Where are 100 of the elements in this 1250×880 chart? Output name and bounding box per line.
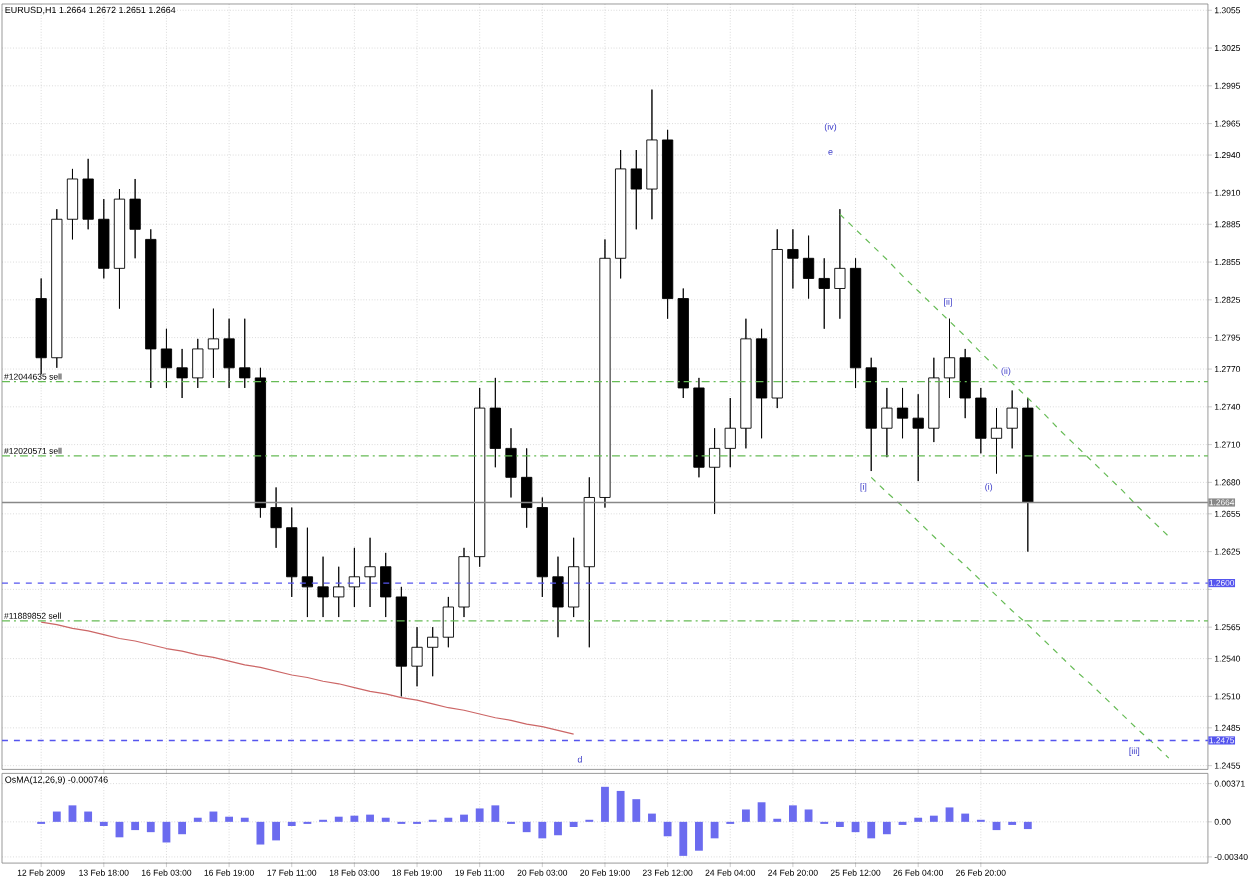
candlestick: [599, 239, 611, 509]
bar: [679, 822, 688, 857]
bar: [334, 817, 343, 823]
bar: [84, 812, 93, 823]
candlestick: [975, 387, 987, 455]
candlestick: [521, 448, 533, 529]
bar: [131, 822, 140, 831]
bar: [742, 809, 750, 823]
candlestick: [474, 387, 486, 568]
candlestick: [912, 394, 924, 483]
candlestick: [708, 428, 721, 515]
candlestick: [818, 258, 830, 330]
bar: [1023, 822, 1032, 830]
candlestick: [129, 178, 141, 260]
bar: [52, 812, 61, 823]
candlestick: [270, 487, 282, 549]
bar: [788, 805, 797, 823]
candlestick: [160, 328, 173, 389]
bar: [554, 822, 562, 836]
bar: [225, 817, 234, 823]
candlestick: [411, 627, 423, 688]
candlestick: [802, 235, 815, 300]
candlestick: [1006, 390, 1018, 450]
candlestick: [990, 408, 1003, 475]
bar: [929, 816, 938, 823]
candlestick: [427, 627, 439, 678]
candlestick: [677, 288, 689, 399]
candlestick: [364, 537, 376, 608]
candlestick: [834, 209, 846, 320]
candlestick: [145, 229, 157, 389]
candlestick: [333, 566, 345, 618]
candlestick: [348, 547, 360, 608]
bar: [867, 822, 876, 839]
bar: [757, 802, 766, 823]
bar: [804, 809, 813, 823]
candlestick: [489, 377, 501, 469]
candlestick: [207, 308, 220, 379]
candlestick: [630, 150, 642, 231]
candlestick: [583, 477, 595, 649]
bar: [178, 822, 187, 835]
candlestick: [536, 497, 548, 598]
candlestick: [646, 89, 658, 221]
bar: [648, 814, 656, 823]
candlestick: [568, 537, 580, 618]
candlestick: [928, 357, 940, 443]
bar: [569, 822, 578, 828]
candlestick: [771, 229, 783, 410]
bar: [272, 822, 280, 841]
bar: [68, 805, 77, 823]
bar: [632, 799, 641, 823]
bar: [146, 822, 155, 833]
candlestick: [787, 229, 799, 290]
candlestick: [239, 318, 251, 389]
candlestick: [849, 258, 862, 389]
candlestick: [66, 168, 79, 241]
bar: [835, 822, 844, 828]
candlestick: [615, 150, 627, 280]
bar: [256, 822, 265, 845]
candlestick: [458, 547, 470, 618]
bar: [522, 822, 531, 833]
bar: [491, 805, 500, 823]
candlestick: [223, 318, 235, 389]
candlestick: [176, 348, 188, 399]
bar: [695, 822, 703, 852]
candlestick: [865, 357, 877, 472]
bar: [945, 807, 954, 823]
candlestick: [896, 387, 909, 440]
candlestick: [1022, 398, 1034, 553]
bar: [601, 787, 609, 823]
candlestick: [881, 387, 893, 459]
bar: [616, 791, 625, 823]
candlestick: [959, 348, 971, 420]
candlestick: [755, 328, 768, 440]
bar: [460, 815, 468, 823]
bar: [366, 815, 374, 823]
bar: [710, 822, 719, 839]
candlestick: [442, 596, 454, 649]
candlestick: [505, 428, 517, 499]
candlestick: [254, 367, 267, 519]
candlestick: [552, 556, 564, 639]
candlestick: [693, 377, 705, 479]
bar: [350, 816, 359, 823]
candlestick: [395, 586, 407, 698]
candlestick: [82, 158, 94, 231]
bar: [475, 808, 484, 823]
candlestick: [724, 398, 736, 469]
candlestick: [51, 209, 63, 369]
candlestick: [380, 552, 392, 618]
bar: [882, 822, 891, 835]
bar: [663, 822, 672, 837]
candlestick: [113, 189, 126, 310]
bar: [538, 822, 547, 839]
candlestick: [662, 129, 674, 320]
candlestick: [943, 318, 956, 399]
candlestick: [35, 278, 47, 376]
candlestick: [98, 199, 110, 280]
bar: [961, 814, 970, 823]
candlestick: [286, 507, 298, 598]
candlestick: [317, 556, 329, 618]
candlestick: [192, 338, 204, 389]
